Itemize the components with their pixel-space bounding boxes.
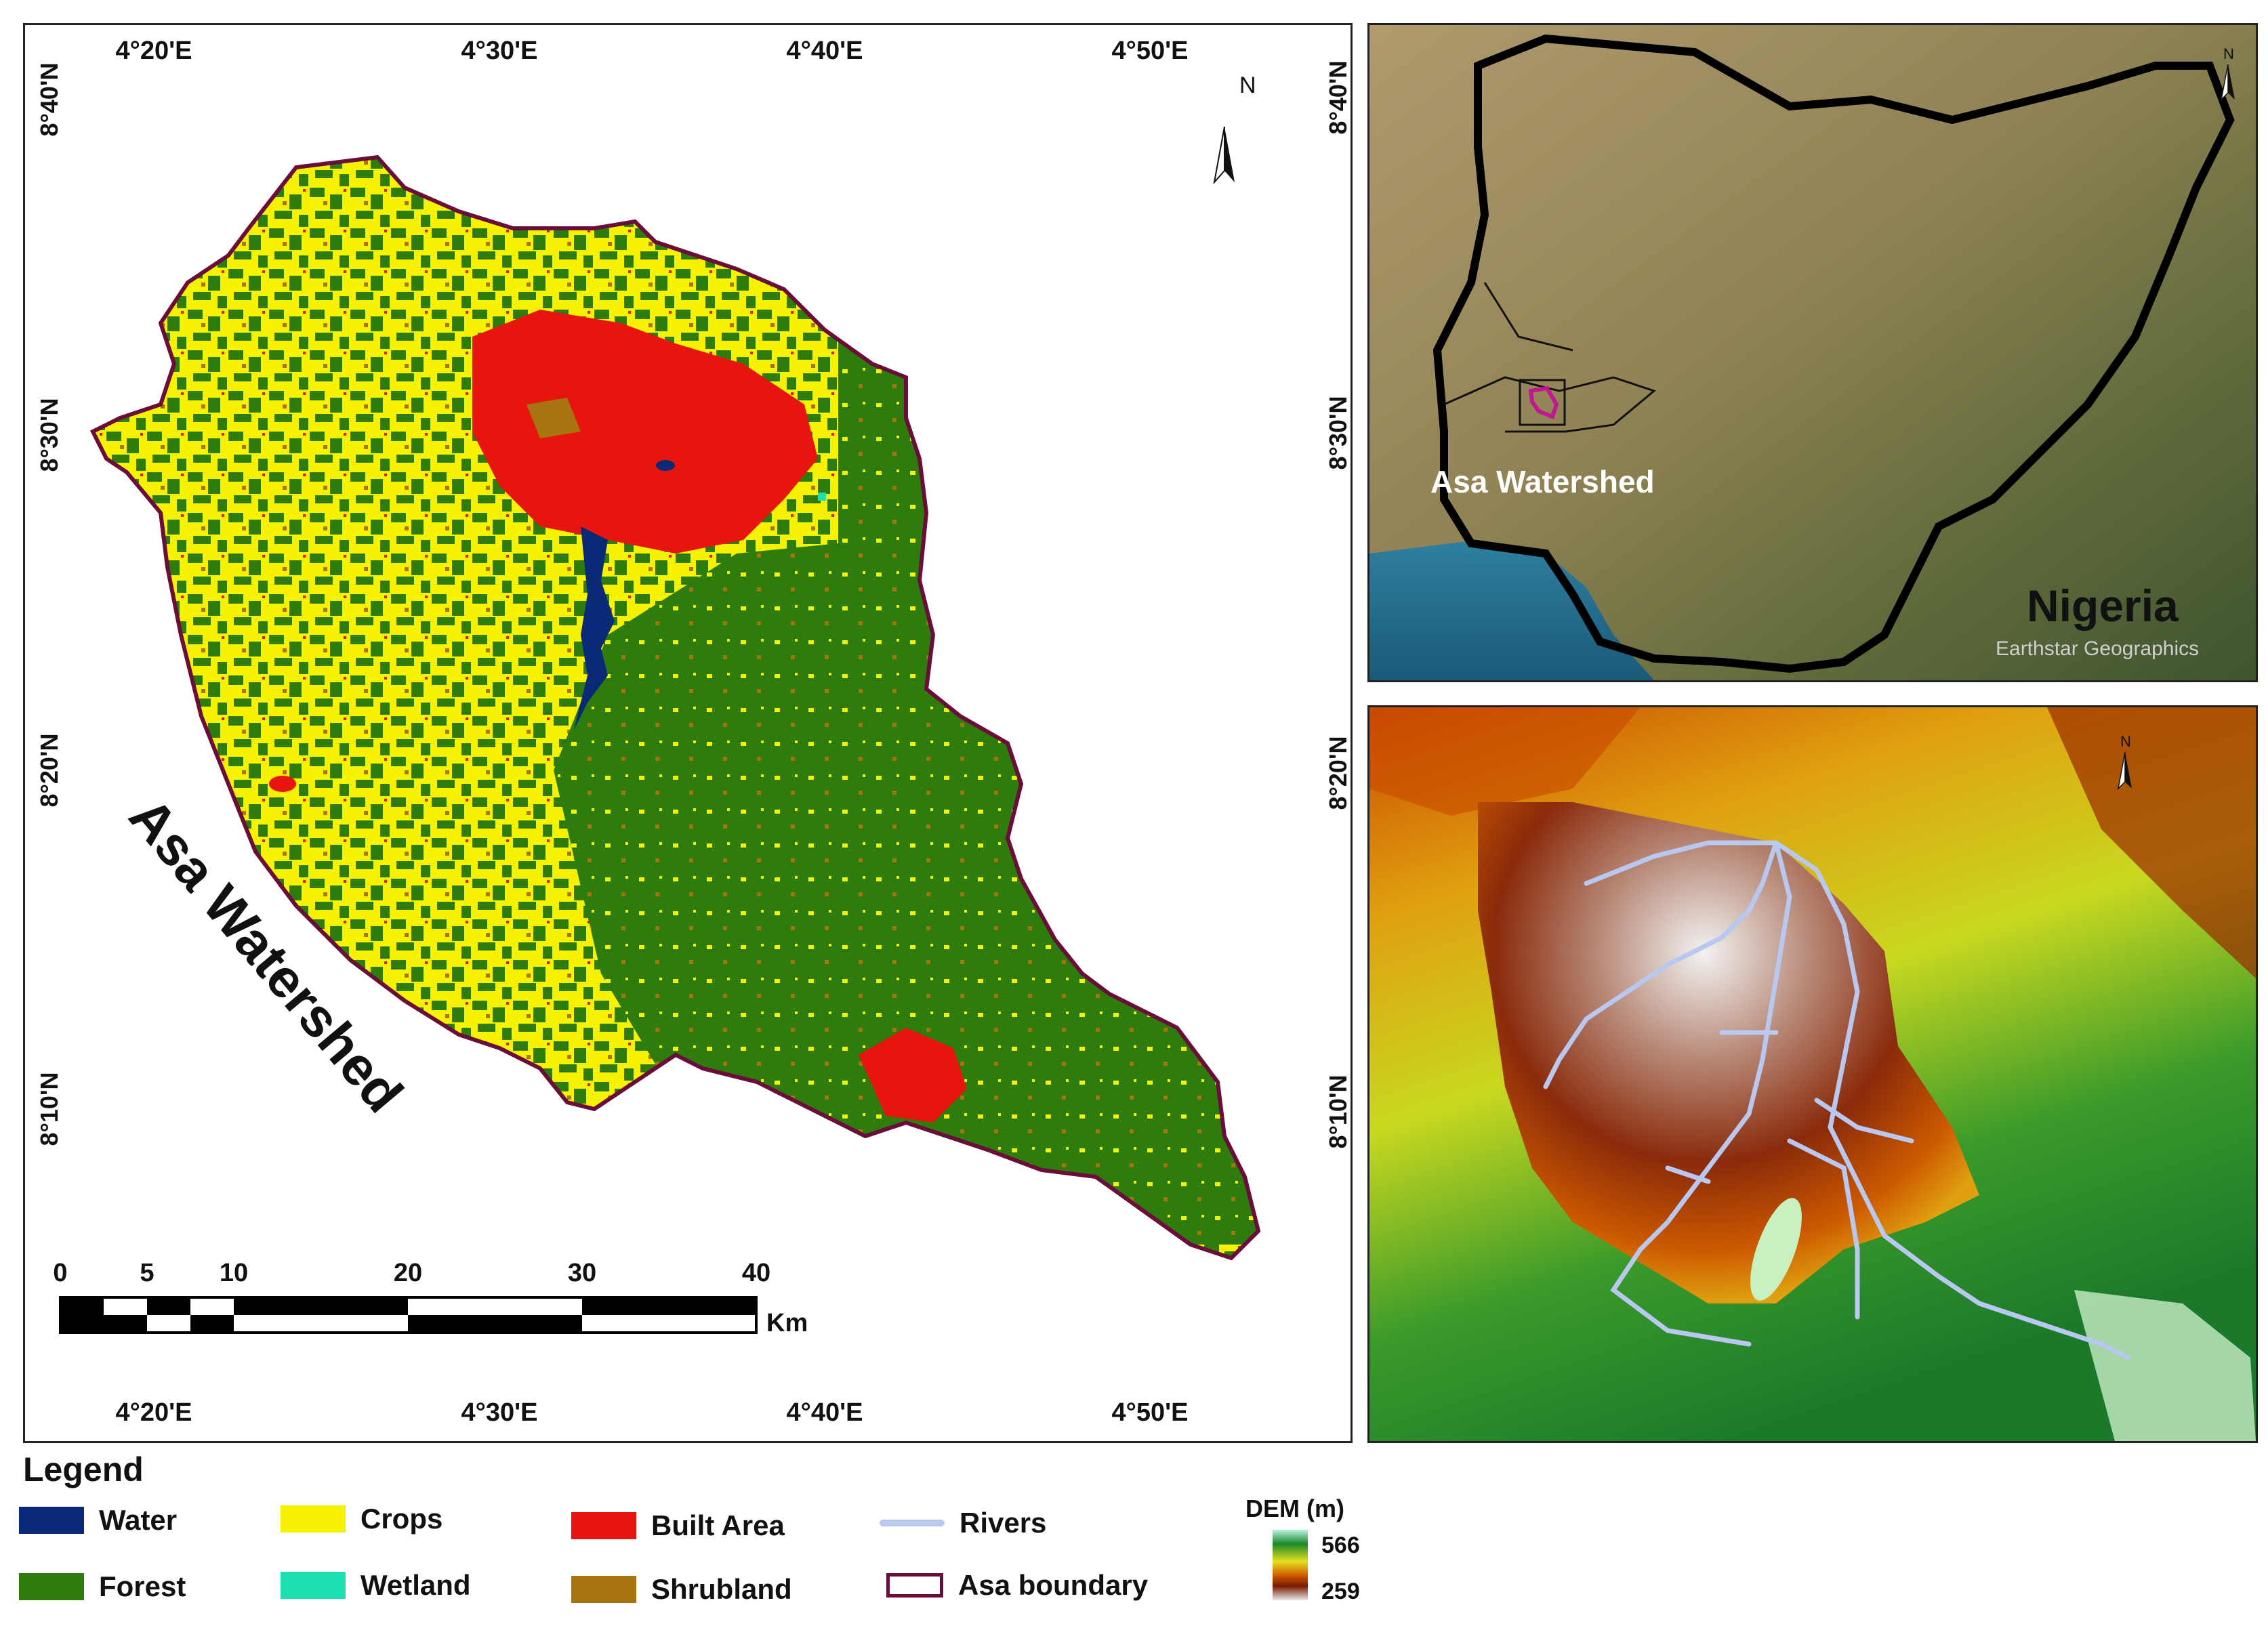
- lat-label: 8°40'N: [1324, 60, 1352, 134]
- watershed-location-box: [1519, 379, 1566, 426]
- svg-text:0: 0: [53, 1259, 67, 1287]
- svg-text:Km: Km: [766, 1309, 808, 1337]
- water-swatch: [19, 1507, 84, 1534]
- legend-item-asa-boundary: Asa boundary: [886, 1569, 1148, 1602]
- dem-legend-title: DEM (m): [1245, 1495, 1344, 1522]
- nigeria-border: [1432, 34, 2235, 673]
- north-arrow-icon: N: [2117, 733, 2132, 791]
- dem-inset-lat-labels: 8°20'N 8°10'N: [1324, 736, 1352, 1148]
- dem-max-value: 566: [1321, 1532, 1360, 1558]
- svg-text:30: 30: [568, 1259, 596, 1287]
- legend-item-wetland: Wetland: [281, 1569, 471, 1602]
- dem-min-value: 259: [1321, 1579, 1360, 1604]
- lat-label: 8°10'N: [1324, 1074, 1352, 1148]
- legend-item-water: Water: [19, 1504, 177, 1537]
- lat-label: 8°20'N: [35, 733, 63, 807]
- lon-label-bottom: 4°20'E: [116, 1398, 192, 1427]
- legend-item-shrubland: Shrubland: [571, 1573, 792, 1606]
- nigeria-location-svg: Asa Watershed Nigeria Earthstar Geograph…: [1369, 25, 2256, 680]
- shrubland-swatch: [571, 1576, 636, 1603]
- dem-color-ramp: [1273, 1530, 1308, 1600]
- lon-label-top: 4°30'E: [461, 37, 538, 65]
- lon-label-top: 4°20'E: [116, 37, 192, 65]
- north-arrow-icon: N: [1213, 72, 1256, 185]
- wetland-swatch: [281, 1572, 346, 1599]
- lat-label: 8°30'N: [1324, 396, 1352, 469]
- lat-label: 8°40'N: [35, 62, 63, 136]
- crops-swatch: [281, 1505, 346, 1532]
- nigeria-inset-lat-labels: 8°40'N 8°30'N: [1324, 60, 1352, 469]
- land-cover-map: 4°20'E 4°30'E 4°40'E 4°50'E 4°20'E 4°30'…: [23, 23, 1353, 1443]
- inset-watershed-label: Asa Watershed: [1430, 464, 1655, 499]
- legend-item-forest: Forest: [19, 1570, 186, 1603]
- lon-label-top: 4°50'E: [1112, 37, 1189, 65]
- lat-label: 8°10'N: [35, 1072, 63, 1146]
- dem-map-svg: N: [1369, 707, 2256, 1441]
- watershed-land-cover: [93, 157, 1258, 1258]
- country-label: Nigeria: [2027, 581, 2179, 631]
- svg-text:20: 20: [394, 1259, 422, 1287]
- svg-text:N: N: [1239, 72, 1256, 98]
- lon-label-bottom: 4°50'E: [1112, 1398, 1189, 1427]
- svg-text:N: N: [2120, 733, 2131, 750]
- scale-bar: 0 5 10 20 30 40 Km: [53, 1259, 808, 1337]
- legend-title: Legend: [23, 1450, 144, 1488]
- svg-text:5: 5: [140, 1259, 154, 1287]
- north-arrow-icon: N: [2220, 45, 2235, 102]
- built-area-swatch: [571, 1512, 636, 1539]
- imagery-credit: Earthstar Geographics: [1996, 638, 2199, 660]
- svg-text:10: 10: [220, 1259, 248, 1287]
- svg-text:N: N: [2223, 45, 2234, 62]
- lon-label-top: 4°40'E: [787, 37, 863, 65]
- asa-boundary-swatch: [886, 1573, 943, 1598]
- land-cover-map-svg: 4°20'E 4°30'E 4°40'E 4°50'E 4°20'E 4°30'…: [35, 37, 1351, 1427]
- legend: Legend Water Forest Crops Wetland Built …: [19, 1450, 1442, 1619]
- dem-legend: DEM (m) 566 259: [1245, 1495, 1422, 1623]
- forest-swatch: [19, 1573, 84, 1600]
- svg-text:40: 40: [742, 1259, 770, 1287]
- river-network: [1543, 840, 2131, 1360]
- legend-item-built-area: Built Area: [571, 1509, 785, 1542]
- lon-label-bottom: 4°40'E: [787, 1398, 863, 1427]
- legend-item-crops: Crops: [281, 1503, 442, 1535]
- lat-label: 8°20'N: [1324, 736, 1352, 810]
- lat-label: 8°30'N: [35, 398, 63, 472]
- lon-label-bottom: 4°30'E: [461, 1398, 538, 1427]
- legend-item-rivers: Rivers: [880, 1507, 1046, 1539]
- nigeria-location-map: Asa Watershed Nigeria Earthstar Geograph…: [1367, 23, 2258, 682]
- dem-map: N: [1367, 705, 2258, 1443]
- rivers-swatch: [880, 1520, 945, 1526]
